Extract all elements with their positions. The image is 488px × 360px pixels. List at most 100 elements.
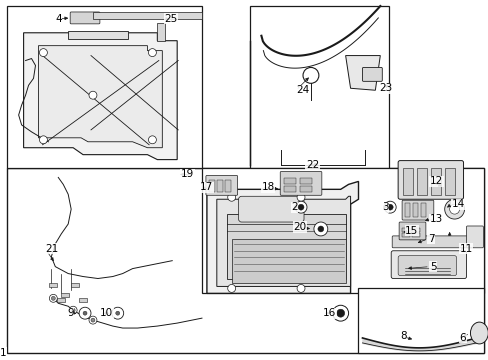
Text: 1: 1 <box>0 348 7 358</box>
Bar <box>249 6 388 167</box>
Polygon shape <box>216 196 350 287</box>
Circle shape <box>40 136 47 144</box>
Circle shape <box>89 91 97 99</box>
Bar <box>7 6 202 167</box>
Circle shape <box>444 199 464 219</box>
Text: 2: 2 <box>290 202 297 212</box>
Polygon shape <box>231 239 345 283</box>
Circle shape <box>91 318 95 322</box>
Bar <box>79 298 87 302</box>
Polygon shape <box>345 55 380 90</box>
Bar <box>68 31 127 39</box>
Text: 12: 12 <box>429 176 442 186</box>
Circle shape <box>294 201 306 213</box>
Circle shape <box>449 204 459 214</box>
Polygon shape <box>39 46 162 148</box>
FancyBboxPatch shape <box>70 12 100 24</box>
FancyBboxPatch shape <box>205 175 237 195</box>
Text: 15: 15 <box>404 226 417 236</box>
Circle shape <box>227 284 235 292</box>
Circle shape <box>297 284 305 292</box>
Circle shape <box>386 204 392 210</box>
Bar <box>7 167 483 353</box>
Text: 23: 23 <box>378 83 391 93</box>
FancyBboxPatch shape <box>397 161 463 199</box>
Polygon shape <box>226 214 345 279</box>
Text: 10: 10 <box>100 308 113 318</box>
FancyBboxPatch shape <box>466 226 482 248</box>
Text: 8: 8 <box>399 331 406 341</box>
Bar <box>57 298 65 302</box>
FancyBboxPatch shape <box>397 256 456 275</box>
Bar <box>404 203 409 217</box>
Bar <box>284 186 295 192</box>
Bar <box>300 186 311 192</box>
Bar <box>412 203 417 217</box>
Bar <box>430 167 440 195</box>
Bar <box>224 180 230 192</box>
Bar <box>401 233 409 237</box>
Circle shape <box>89 316 97 324</box>
Bar <box>284 179 295 184</box>
Circle shape <box>313 222 327 236</box>
Bar <box>93 12 202 19</box>
Text: 16: 16 <box>322 308 335 318</box>
FancyBboxPatch shape <box>398 222 425 240</box>
Circle shape <box>112 307 123 319</box>
Circle shape <box>148 49 156 57</box>
Text: 11: 11 <box>459 244 472 254</box>
FancyBboxPatch shape <box>401 200 433 220</box>
Circle shape <box>51 296 55 300</box>
Circle shape <box>71 308 75 312</box>
Bar <box>61 293 69 297</box>
FancyBboxPatch shape <box>391 236 472 248</box>
Circle shape <box>384 201 395 213</box>
Text: 13: 13 <box>429 214 442 224</box>
Circle shape <box>303 67 318 83</box>
Circle shape <box>69 306 77 314</box>
Circle shape <box>317 226 323 232</box>
Bar <box>401 228 409 232</box>
Text: 14: 14 <box>451 199 464 209</box>
Bar <box>411 228 419 232</box>
Bar <box>420 203 425 217</box>
Circle shape <box>227 193 235 201</box>
Text: 25: 25 <box>164 14 177 24</box>
Bar <box>49 283 57 287</box>
Text: 6: 6 <box>459 333 465 343</box>
Text: 3: 3 <box>382 202 388 212</box>
Bar <box>411 233 419 237</box>
Bar <box>444 167 454 195</box>
Bar <box>300 179 311 184</box>
FancyBboxPatch shape <box>238 196 304 222</box>
Text: 18: 18 <box>261 183 274 192</box>
Bar <box>357 288 483 353</box>
Bar <box>71 283 79 287</box>
Circle shape <box>336 309 344 317</box>
Text: 7: 7 <box>427 234 434 244</box>
Bar <box>402 167 412 195</box>
Text: 24: 24 <box>295 85 309 95</box>
Circle shape <box>116 311 120 315</box>
Circle shape <box>148 136 156 144</box>
Bar <box>208 180 214 192</box>
Text: 4: 4 <box>55 14 62 24</box>
Bar <box>202 167 483 293</box>
Circle shape <box>297 193 305 201</box>
Circle shape <box>332 305 348 321</box>
FancyBboxPatch shape <box>390 251 466 279</box>
Text: 9: 9 <box>67 308 74 318</box>
Bar <box>216 180 223 192</box>
Text: 21: 21 <box>45 244 59 254</box>
Polygon shape <box>206 181 358 293</box>
Circle shape <box>40 49 47 57</box>
Circle shape <box>49 294 57 302</box>
Circle shape <box>298 204 304 210</box>
Text: 19: 19 <box>181 170 194 180</box>
FancyBboxPatch shape <box>280 171 321 195</box>
Text: 22: 22 <box>305 159 319 170</box>
Text: 20: 20 <box>292 222 305 232</box>
Ellipse shape <box>469 322 488 344</box>
Polygon shape <box>23 33 177 159</box>
Bar <box>416 167 426 195</box>
